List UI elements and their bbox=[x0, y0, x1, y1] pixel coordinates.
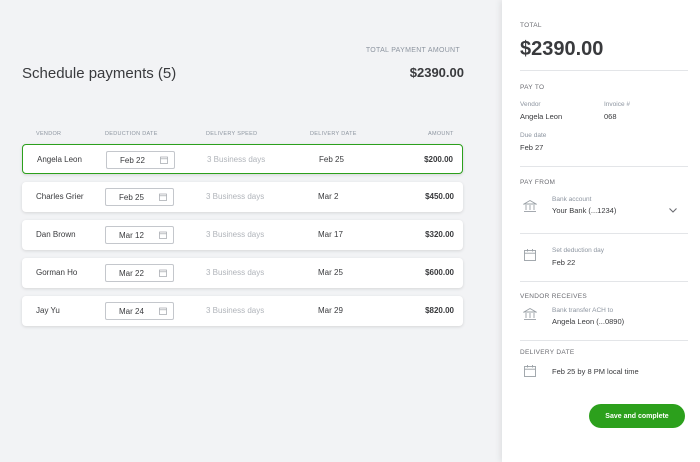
due-date-value: Feb 27 bbox=[520, 143, 544, 152]
vendor-label: Vendor bbox=[520, 101, 541, 108]
total-payment-caption: TOTAL PAYMENT AMOUNT bbox=[365, 47, 460, 54]
calendar-icon bbox=[524, 365, 536, 377]
transfer-label: Bank transfer ACH to bbox=[552, 307, 614, 314]
row-delivery-speed: 3 Business days bbox=[206, 306, 265, 315]
invoice-label: Invoice # bbox=[604, 101, 631, 108]
vendor-receives-label: VENDOR RECEIVES bbox=[520, 293, 587, 300]
payment-row-gorman-ho[interactable]: Gorman Ho Mar 22 3 Business days Mar 25 … bbox=[22, 258, 463, 288]
panel-total-label: TOTAL bbox=[520, 22, 542, 29]
payment-details-panel: TOTAL $2390.00 PAY TO Vendor Angela Leon… bbox=[502, 0, 700, 462]
payment-row-dan-brown[interactable]: Dan Brown Mar 12 3 Business days Mar 17 … bbox=[22, 220, 463, 250]
deduction-date-input[interactable]: Feb 25 bbox=[105, 188, 174, 206]
column-header-delivery-date[interactable]: DELIVERY DATE bbox=[310, 131, 357, 137]
row-delivery-date: Mar 29 bbox=[318, 306, 343, 315]
calendar-icon[interactable] bbox=[160, 156, 168, 164]
row-delivery-date: Feb 25 bbox=[319, 155, 344, 164]
invoice-value: 068 bbox=[604, 112, 617, 121]
deduction-date-value: Mar 22 bbox=[119, 269, 144, 278]
bank-account-select[interactable]: Your Bank (...1234) bbox=[552, 206, 617, 215]
row-delivery-speed: 3 Business days bbox=[206, 230, 265, 239]
row-vendor: Charles Grier bbox=[36, 192, 84, 201]
row-amount: $600.00 bbox=[425, 268, 454, 277]
row-delivery-date: Mar 25 bbox=[318, 268, 343, 277]
divider bbox=[520, 166, 688, 167]
deduction-day-value[interactable]: Feb 22 bbox=[552, 258, 576, 267]
vendor-value: Angela Leon bbox=[520, 112, 563, 121]
pay-from-label: PAY FROM bbox=[520, 179, 556, 186]
bank-icon bbox=[523, 199, 537, 212]
total-payment-amount: $2390.00 bbox=[409, 65, 464, 80]
calendar-icon[interactable] bbox=[159, 307, 167, 315]
column-header-delivery-speed[interactable]: DELIVERY SPEED bbox=[206, 131, 258, 137]
save-and-complete-button[interactable]: Save and complete bbox=[589, 404, 685, 428]
deduction-date-value: Feb 22 bbox=[120, 156, 145, 165]
row-delivery-speed: 3 Business days bbox=[207, 155, 266, 164]
calendar-icon[interactable] bbox=[523, 248, 537, 262]
deduction-date-input[interactable]: Mar 22 bbox=[105, 264, 174, 282]
pay-to-label: PAY TO bbox=[520, 84, 545, 91]
deduction-date-input[interactable]: Feb 22 bbox=[106, 151, 175, 169]
calendar-icon[interactable] bbox=[159, 269, 167, 277]
row-amount: $820.00 bbox=[425, 306, 454, 315]
divider bbox=[520, 281, 688, 282]
divider bbox=[520, 70, 688, 71]
payment-row-jay-yu[interactable]: Jay Yu Mar 24 3 Business days Mar 29 $82… bbox=[22, 296, 463, 326]
deduction-date-value: Mar 12 bbox=[119, 231, 144, 240]
delivery-date-label: DELIVERY DATE bbox=[520, 349, 575, 356]
divider bbox=[520, 340, 688, 341]
deduction-date-value: Feb 25 bbox=[119, 193, 144, 202]
bank-account-label: Bank account bbox=[552, 196, 592, 203]
row-amount: $200.00 bbox=[424, 155, 453, 164]
chevron-down-icon[interactable] bbox=[668, 205, 678, 215]
row-amount: $450.00 bbox=[425, 192, 454, 201]
column-header-vendor[interactable]: VENDOR bbox=[36, 131, 62, 137]
transfer-value: Angela Leon (...0890) bbox=[552, 317, 625, 326]
column-header-deduction-date[interactable]: DEDUCTION DATE bbox=[105, 131, 158, 137]
divider bbox=[520, 233, 688, 234]
delivery-date-value: Feb 25 by 8 PM local time bbox=[552, 367, 639, 376]
column-header-amount[interactable]: AMOUNT bbox=[428, 131, 454, 137]
calendar-icon[interactable] bbox=[159, 193, 167, 201]
row-delivery-date: Mar 17 bbox=[318, 230, 343, 239]
deduction-day-label: Set deduction day bbox=[552, 247, 605, 254]
due-date-label: Due date bbox=[520, 132, 547, 139]
row-amount: $320.00 bbox=[425, 230, 454, 239]
deduction-date-value: Mar 24 bbox=[119, 307, 144, 316]
deduction-date-input[interactable]: Mar 12 bbox=[105, 226, 174, 244]
row-delivery-speed: 3 Business days bbox=[206, 268, 265, 277]
row-vendor: Dan Brown bbox=[36, 230, 76, 239]
row-vendor: Angela Leon bbox=[37, 155, 82, 164]
panel-total-amount: $2390.00 bbox=[520, 38, 604, 60]
row-delivery-speed: 3 Business days bbox=[206, 192, 265, 201]
payments-main: TOTAL PAYMENT AMOUNT Schedule payments (… bbox=[22, 47, 464, 326]
row-vendor: Gorman Ho bbox=[36, 268, 78, 277]
calendar-icon[interactable] bbox=[159, 231, 167, 239]
page-title: Schedule payments (5) bbox=[22, 65, 177, 82]
row-delivery-date: Mar 2 bbox=[318, 192, 339, 201]
bank-icon bbox=[523, 307, 537, 320]
deduction-date-input[interactable]: Mar 24 bbox=[105, 302, 174, 320]
payment-row-charles-grier[interactable]: Charles Grier Feb 25 3 Business days Mar… bbox=[22, 182, 463, 212]
row-vendor: Jay Yu bbox=[36, 306, 60, 315]
payment-row-angela-leon[interactable]: Angela Leon Feb 22 3 Business days Feb 2… bbox=[22, 144, 463, 174]
